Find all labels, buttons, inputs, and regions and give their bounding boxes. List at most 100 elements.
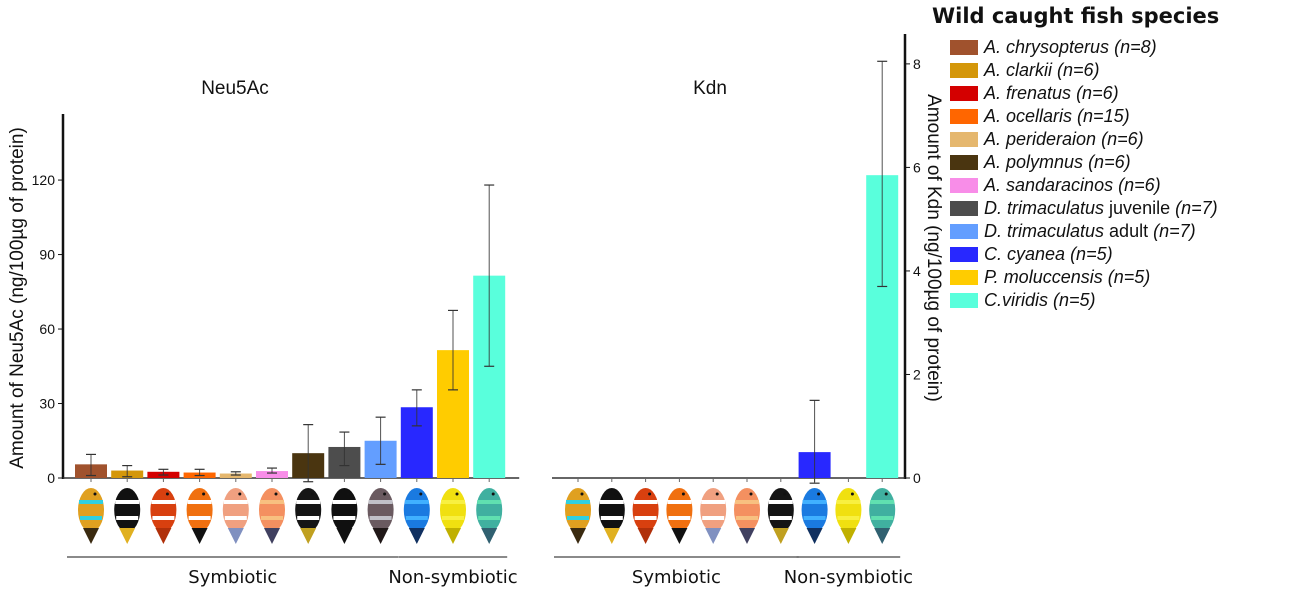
fish-eye xyxy=(310,492,314,496)
fish-icon xyxy=(331,488,358,544)
fish-icon xyxy=(734,488,760,544)
fish-eye xyxy=(884,492,888,496)
fish-body xyxy=(259,488,285,532)
fish-stripe xyxy=(870,500,895,504)
legend-swatch xyxy=(950,40,978,55)
legend-item: D. trimaculatus juvenile (n=7) xyxy=(950,197,1295,220)
y-axis-label: Amount of Kdn (ng/100µg of protein) xyxy=(923,94,944,402)
fish-tail xyxy=(264,528,280,544)
fish-stripe xyxy=(405,516,428,520)
legend-swatch xyxy=(950,247,978,262)
fish-eye xyxy=(715,492,719,496)
fish-stripe xyxy=(297,516,320,520)
fish-tail xyxy=(874,528,891,544)
fish-eye xyxy=(648,492,652,496)
legend-item: A. clarkii (n=6) xyxy=(950,59,1295,82)
fish-body xyxy=(666,488,693,532)
fish-stripe xyxy=(224,516,247,520)
fish-stripe xyxy=(187,500,212,504)
fish-icon xyxy=(835,488,862,544)
fish-stripe xyxy=(567,516,589,520)
fish-icon xyxy=(869,488,896,544)
legend-item: A. polymnus (n=6) xyxy=(950,151,1295,174)
fish-stripe xyxy=(736,516,758,520)
fish-stripe xyxy=(152,516,175,520)
fish-tail xyxy=(840,528,857,544)
fish-body xyxy=(186,488,213,532)
legend-swatch xyxy=(950,178,978,193)
fish-icon xyxy=(114,488,141,544)
fish-stripe xyxy=(768,500,793,504)
group-label: Symbiotic xyxy=(188,567,277,588)
fish-stripe xyxy=(296,500,321,504)
fish-body xyxy=(632,488,659,532)
fish-body xyxy=(295,488,322,532)
fish-eye xyxy=(202,492,206,496)
fish-eye xyxy=(850,492,854,496)
fish-stripe xyxy=(333,516,356,520)
fish-stripe xyxy=(668,516,691,520)
group-label: Non-symbiotic xyxy=(784,567,913,588)
fish-stripe xyxy=(599,500,624,504)
fish-tail xyxy=(227,528,244,544)
fish-body xyxy=(767,488,794,532)
fish-stripe xyxy=(369,516,392,520)
fish-tail xyxy=(739,528,755,544)
legend-label: A. sandaracinos (n=6) xyxy=(984,175,1161,195)
fish-body xyxy=(835,488,862,532)
fish-eye xyxy=(614,492,618,496)
fish-tail xyxy=(300,528,317,544)
fish-icon xyxy=(259,488,285,544)
fish-body xyxy=(565,488,591,532)
fish-stripe xyxy=(769,516,792,520)
y-tick-label: 90 xyxy=(39,247,55,263)
fish-tail xyxy=(705,528,722,544)
legend-swatch xyxy=(950,293,978,308)
fish-tail xyxy=(671,528,688,544)
fish-icon xyxy=(403,488,430,544)
fish-tail xyxy=(336,528,353,544)
fish-body xyxy=(367,488,394,532)
fish-tail xyxy=(372,528,389,544)
fish-tail xyxy=(83,528,99,544)
fish-body xyxy=(734,488,760,532)
legend: Wild caught fish species A. chrysopterus… xyxy=(932,4,1295,312)
fish-icon xyxy=(767,488,794,544)
fish-stripe xyxy=(115,500,140,504)
fish-stripe xyxy=(702,516,725,520)
legend-item: A. chrysopterus (n=8) xyxy=(950,36,1295,59)
fish-icon xyxy=(222,488,249,544)
fish-stripe xyxy=(634,516,657,520)
fish-stripe xyxy=(667,500,692,504)
y-tick-label: 60 xyxy=(39,321,55,337)
fish-stripe xyxy=(478,516,501,520)
fish-body xyxy=(700,488,727,532)
fish-icon xyxy=(700,488,727,544)
legend-item: A. sandaracinos (n=6) xyxy=(950,174,1295,197)
fish-stripe xyxy=(566,500,590,504)
y-tick-label: 8 xyxy=(913,56,921,72)
legend-label: D. trimaculatus juvenile (n=7) xyxy=(984,198,1218,218)
fish-body xyxy=(403,488,430,532)
fish-body xyxy=(598,488,625,532)
fish-body xyxy=(476,488,503,532)
fish-stripe xyxy=(600,516,623,520)
fish-eye xyxy=(238,492,242,496)
fish-stripe xyxy=(803,516,826,520)
fish-stripe xyxy=(261,516,283,520)
fish-body xyxy=(440,488,466,532)
legend-label: A. ocellaris (n=15) xyxy=(984,106,1130,126)
fish-eye xyxy=(346,492,350,496)
fish-icon xyxy=(801,488,828,544)
fish-stripe xyxy=(735,500,759,504)
fish-icon xyxy=(150,488,177,544)
fish-stripe xyxy=(404,500,429,504)
fish-stripe xyxy=(79,500,103,504)
fish-stripe xyxy=(80,516,102,520)
legend-label: A. perideraion (n=6) xyxy=(984,129,1144,149)
legend-swatch xyxy=(950,155,978,170)
legend-swatch xyxy=(950,86,978,101)
fish-eye xyxy=(419,492,423,496)
fish-body xyxy=(150,488,177,532)
